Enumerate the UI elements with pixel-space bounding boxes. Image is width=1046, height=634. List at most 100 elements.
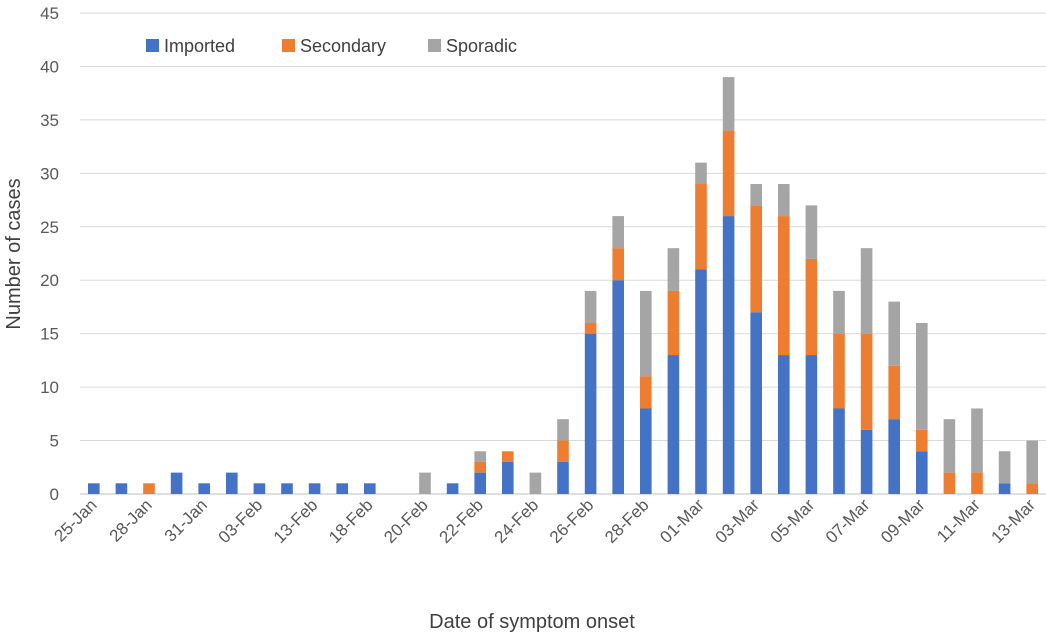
legend-item: Secondary	[282, 36, 386, 56]
y-tick-label: 40	[40, 57, 59, 76]
x-tick-label: 18-Feb	[325, 495, 377, 547]
y-tick-label: 0	[50, 485, 59, 504]
x-tick-label: 26-Feb	[546, 495, 598, 547]
bar-imported	[253, 483, 266, 494]
y-tick-label: 30	[40, 164, 59, 183]
bar-secondary	[971, 472, 983, 494]
bar-secondary	[695, 184, 707, 270]
legend-swatch	[146, 39, 159, 52]
x-tick-label: 01-Mar	[656, 495, 708, 547]
bar-imported	[281, 483, 293, 494]
x-axis-title: Date of symptom onset	[429, 611, 635, 633]
bar-imported	[860, 429, 873, 494]
bar-imported	[474, 472, 486, 494]
bar-sporadic	[474, 451, 486, 462]
bar-imported	[557, 461, 569, 494]
y-tick-label: 10	[40, 378, 59, 397]
legend-item: Sporadic	[428, 36, 517, 56]
x-tick-label: 11-Mar	[933, 495, 984, 546]
bar-sporadic	[888, 301, 900, 366]
bar-imported	[226, 472, 238, 494]
legend-swatch	[428, 39, 441, 52]
bar-imported	[584, 333, 597, 494]
bar-sporadic	[833, 290, 845, 334]
bar-sporadic	[860, 248, 873, 334]
x-tick-label: 03-Mar	[712, 495, 764, 547]
bar-imported	[778, 355, 790, 494]
bar-imported	[88, 483, 100, 494]
bar-imported	[833, 408, 845, 494]
bar-sporadic	[722, 77, 735, 131]
bar-imported	[640, 408, 652, 494]
bar-secondary	[474, 461, 486, 473]
bar-imported	[198, 483, 210, 494]
x-tick-label: 28-Feb	[601, 495, 653, 547]
bar-sporadic	[971, 408, 983, 473]
bar-imported	[722, 216, 735, 495]
bar-imported	[612, 280, 624, 494]
bar-sporadic	[584, 290, 597, 323]
bar-imported	[888, 419, 900, 494]
bar-secondary	[888, 365, 900, 420]
bar-imported	[336, 483, 348, 494]
x-tick-label: 28-Jan	[106, 495, 156, 545]
bar-secondary	[502, 451, 514, 462]
bar-imported	[667, 355, 680, 494]
x-tick-label: 03-Feb	[215, 495, 267, 547]
x-tick-label: 24-Feb	[491, 495, 543, 547]
bar-imported	[805, 355, 818, 494]
bar-secondary	[612, 248, 624, 281]
bars	[88, 77, 1038, 495]
x-tick-label: 13-Mar	[988, 495, 1040, 547]
y-tick-label: 45	[40, 4, 59, 23]
x-tick-label: 20-Feb	[380, 495, 432, 547]
bar-sporadic	[943, 419, 956, 473]
x-tick-label: 13-Feb	[270, 495, 322, 547]
y-tick-label: 35	[40, 111, 59, 130]
bar-imported	[446, 483, 459, 494]
x-tick-label: 22-Feb	[435, 495, 487, 547]
y-axis-title: Number of cases	[3, 178, 25, 329]
bar-secondary	[916, 429, 928, 452]
bar-imported	[364, 483, 376, 494]
bar-secondary	[557, 440, 569, 462]
bar-sporadic	[695, 162, 707, 185]
bar-secondary	[833, 333, 845, 409]
bar-secondary	[667, 290, 680, 356]
legend: Imported Secondary Sporadic	[146, 36, 517, 56]
bar-imported	[308, 483, 321, 494]
bar-sporadic	[1026, 440, 1038, 484]
bar-sporadic	[778, 184, 790, 217]
y-axis-ticks: 0 5 10 15 20 25 30 35 40 45	[40, 4, 59, 504]
y-tick-label: 20	[40, 271, 59, 290]
bar-secondary	[778, 216, 790, 356]
x-tick-label: 07-Mar	[822, 495, 874, 547]
y-tick-label: 25	[40, 218, 59, 237]
bar-secondary	[584, 322, 597, 334]
bar-secondary	[722, 130, 735, 217]
legend-label: Imported	[164, 36, 235, 56]
bar-sporadic	[667, 248, 680, 291]
legend-label: Sporadic	[446, 36, 517, 56]
bar-sporadic	[419, 472, 431, 494]
bar-imported	[695, 269, 707, 494]
bar-imported	[916, 451, 928, 494]
bar-sporadic	[750, 184, 762, 206]
x-axis-ticks: 25-Jan 28-Jan 31-Jan 03-Feb 13-Feb 18-Feb 20-F…	[50, 495, 1039, 547]
bar-sporadic	[998, 451, 1011, 484]
bar-sporadic	[640, 290, 652, 377]
y-tick-label: 5	[50, 432, 59, 451]
bar-secondary	[750, 205, 762, 313]
bar-secondary	[805, 258, 818, 356]
bar-sporadic	[916, 322, 928, 430]
legend-item: Imported	[146, 36, 235, 56]
bar-secondary	[943, 472, 956, 494]
bar-sporadic	[612, 216, 624, 249]
bar-secondary	[143, 483, 155, 494]
bar-secondary	[860, 333, 873, 430]
x-tick-label: 09-Mar	[877, 495, 929, 547]
x-tick-label: 31-Jan	[161, 495, 211, 545]
bar-imported	[502, 461, 514, 494]
bar-imported	[115, 483, 128, 494]
